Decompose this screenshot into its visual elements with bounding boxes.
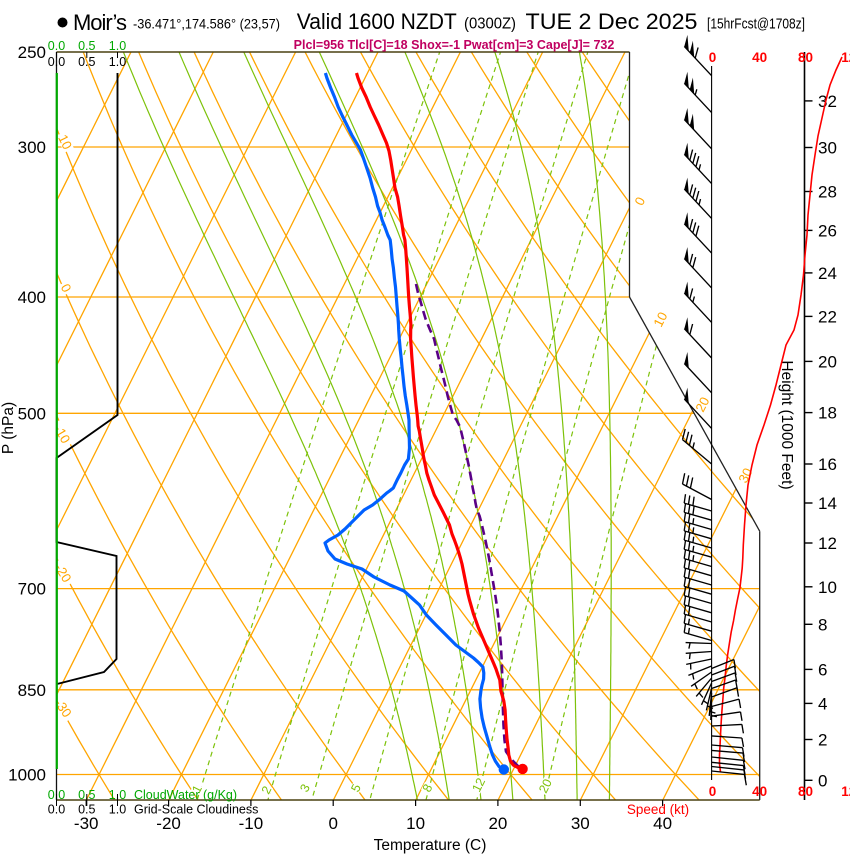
svg-text:0: 0 [818,771,827,790]
svg-text:10: 10 [650,310,670,330]
svg-text:2: 2 [818,731,827,750]
svg-text:120: 120 [841,50,850,65]
svg-text:10: 10 [406,814,425,833]
svg-text:400: 400 [18,288,46,307]
svg-text:500: 500 [18,404,46,423]
svg-text:12: 12 [818,534,837,553]
svg-text:Plcl=956 Tlcl[C]=18 Shox=-1 Pw: Plcl=956 Tlcl[C]=18 Shox=-1 Pwat[cm]=3 C… [294,38,615,52]
svg-text:80: 80 [798,784,813,799]
svg-text:850: 850 [18,681,46,700]
svg-text:30: 30 [818,139,837,158]
svg-text:120: 120 [841,784,850,799]
svg-text:0.0: 0.0 [48,39,65,53]
svg-text:250: 250 [18,43,46,62]
svg-text:Moir’s: Moir’s [73,10,127,35]
svg-text:22: 22 [818,307,837,326]
svg-text:0.0: 0.0 [48,803,65,817]
svg-text:(0300Z): (0300Z) [464,16,516,33]
svg-text:6: 6 [818,660,827,679]
svg-text:10: 10 [55,132,75,152]
svg-text:30: 30 [571,814,590,833]
svg-text:-20: -20 [156,814,181,833]
svg-text:700: 700 [18,580,46,599]
svg-text:40: 40 [653,814,672,833]
svg-text:20: 20 [488,814,507,833]
svg-text:Temperature (C): Temperature (C) [374,837,487,854]
svg-text:10: 10 [818,578,837,597]
svg-text:1000: 1000 [8,766,46,785]
svg-text:20: 20 [818,352,837,371]
svg-text:1.0: 1.0 [109,803,126,817]
svg-text:TUE 2 Dec 2025: TUE 2 Dec 2025 [526,9,698,34]
svg-text:16: 16 [818,455,837,474]
svg-text:-30: -30 [74,814,99,833]
svg-text:P (hPa): P (hPa) [0,402,17,454]
svg-text:0: 0 [709,784,717,799]
svg-text:0.0: 0.0 [48,55,65,69]
svg-text:0: 0 [328,814,337,833]
svg-text:14: 14 [818,494,837,513]
svg-text:4: 4 [818,694,827,713]
svg-text:26: 26 [818,221,837,240]
svg-text:1.0: 1.0 [109,55,126,69]
svg-text:-10: -10 [239,814,264,833]
svg-text:24: 24 [818,264,837,283]
svg-text:0: 0 [709,50,717,65]
svg-text:0.5: 0.5 [78,803,95,817]
svg-text:12: 12 [469,776,488,795]
svg-text:1.0: 1.0 [109,39,126,53]
svg-text:20: 20 [536,777,555,796]
svg-text:[15hrFcst@1708z]: [15hrFcst@1708z] [707,16,805,33]
svg-text:Speed (kt): Speed (kt) [627,802,689,817]
svg-text:Valid 1600 NZDT: Valid 1600 NZDT [297,9,457,34]
svg-text:18: 18 [818,404,837,423]
svg-text:40: 40 [752,784,767,799]
svg-text:-36.471°,174.586° (23,57): -36.471°,174.586° (23,57) [133,17,280,32]
svg-text:0.5: 0.5 [78,39,95,53]
svg-text:32: 32 [818,92,837,111]
svg-text:0.5: 0.5 [78,55,95,69]
svg-text:Height (1000 Feet): Height (1000 Feet) [778,360,795,489]
svg-text:300: 300 [18,138,46,157]
svg-text:Grid-Scale Cloudiness: Grid-Scale Cloudiness [134,803,258,817]
svg-text:80: 80 [798,50,813,65]
svg-text:CloudWater (g/Kg): CloudWater (g/Kg) [134,788,237,802]
svg-text:40: 40 [752,50,767,65]
svg-text:28: 28 [818,183,837,202]
svg-text:8: 8 [818,615,827,634]
svg-text:20: 20 [692,395,712,415]
